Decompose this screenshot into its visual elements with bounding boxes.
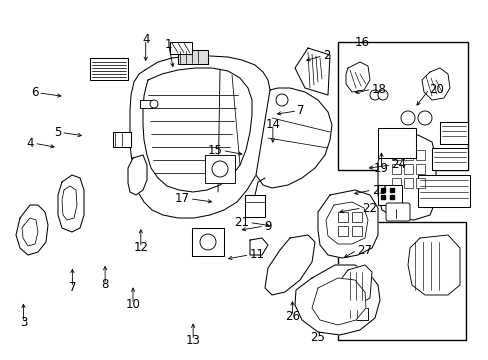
Bar: [351, 226, 361, 236]
Circle shape: [417, 111, 431, 125]
Polygon shape: [256, 88, 331, 188]
Text: 27: 27: [356, 244, 371, 257]
Text: 4: 4: [27, 137, 34, 150]
Polygon shape: [407, 235, 459, 295]
Polygon shape: [311, 278, 365, 325]
Bar: [431, 148, 467, 170]
Polygon shape: [346, 62, 369, 92]
Text: 18: 18: [371, 83, 386, 96]
Polygon shape: [264, 235, 314, 295]
Polygon shape: [128, 155, 147, 195]
Bar: [170, 42, 192, 54]
Text: 9: 9: [264, 220, 271, 233]
Text: 24: 24: [390, 158, 406, 171]
FancyBboxPatch shape: [385, 203, 409, 221]
Bar: [439, 122, 467, 144]
Text: 19: 19: [373, 162, 388, 175]
Bar: [415, 164, 424, 174]
Text: 11: 11: [249, 248, 264, 261]
Polygon shape: [341, 265, 371, 305]
Bar: [204, 155, 235, 183]
Bar: [337, 222, 465, 340]
Polygon shape: [130, 56, 271, 218]
Bar: [391, 178, 400, 188]
Bar: [377, 128, 415, 158]
Polygon shape: [22, 218, 38, 246]
Polygon shape: [294, 48, 329, 95]
Bar: [113, 132, 131, 147]
Bar: [391, 150, 400, 160]
Circle shape: [377, 90, 387, 100]
Circle shape: [275, 94, 287, 106]
Text: 5: 5: [54, 126, 61, 139]
Text: 4: 4: [142, 33, 149, 46]
Polygon shape: [294, 265, 379, 335]
Bar: [377, 185, 401, 205]
Bar: [192, 228, 224, 256]
Circle shape: [212, 161, 227, 177]
Text: 8: 8: [101, 278, 109, 291]
Bar: [391, 164, 400, 174]
Text: 25: 25: [310, 331, 325, 344]
Polygon shape: [16, 205, 48, 255]
Text: 6: 6: [31, 86, 38, 99]
Text: 7: 7: [297, 104, 304, 117]
Text: 22: 22: [361, 202, 376, 215]
Polygon shape: [377, 135, 435, 220]
Circle shape: [200, 234, 216, 250]
Text: 26: 26: [285, 310, 299, 323]
Text: 21: 21: [234, 216, 249, 229]
Bar: [178, 50, 207, 64]
Polygon shape: [62, 186, 77, 220]
Bar: [140, 100, 152, 108]
Bar: [351, 212, 361, 222]
Bar: [337, 226, 347, 236]
Bar: [337, 42, 467, 170]
Text: 16: 16: [354, 36, 368, 49]
Text: 1: 1: [164, 39, 172, 51]
Polygon shape: [249, 238, 267, 255]
Text: 2: 2: [322, 49, 329, 62]
Circle shape: [369, 90, 379, 100]
Text: 13: 13: [185, 334, 200, 347]
Text: 15: 15: [207, 144, 222, 157]
Bar: [415, 178, 424, 188]
Bar: [403, 150, 412, 160]
Text: 14: 14: [265, 118, 280, 131]
Circle shape: [400, 111, 414, 125]
Bar: [337, 212, 347, 222]
Text: 7: 7: [68, 281, 76, 294]
Text: 12: 12: [133, 241, 148, 254]
Bar: [417, 175, 469, 207]
Circle shape: [150, 100, 158, 108]
Text: 3: 3: [20, 316, 27, 329]
Polygon shape: [421, 68, 449, 100]
Polygon shape: [317, 190, 377, 258]
Bar: [415, 150, 424, 160]
Polygon shape: [325, 202, 367, 244]
Polygon shape: [90, 58, 128, 80]
Text: 23: 23: [371, 184, 386, 197]
Bar: [403, 164, 412, 174]
Bar: [403, 178, 412, 188]
Bar: [244, 195, 264, 217]
Text: 10: 10: [125, 298, 140, 311]
Polygon shape: [58, 175, 84, 232]
Bar: [347, 308, 367, 320]
Text: 17: 17: [174, 192, 189, 205]
Polygon shape: [142, 68, 251, 192]
Text: 20: 20: [428, 83, 443, 96]
